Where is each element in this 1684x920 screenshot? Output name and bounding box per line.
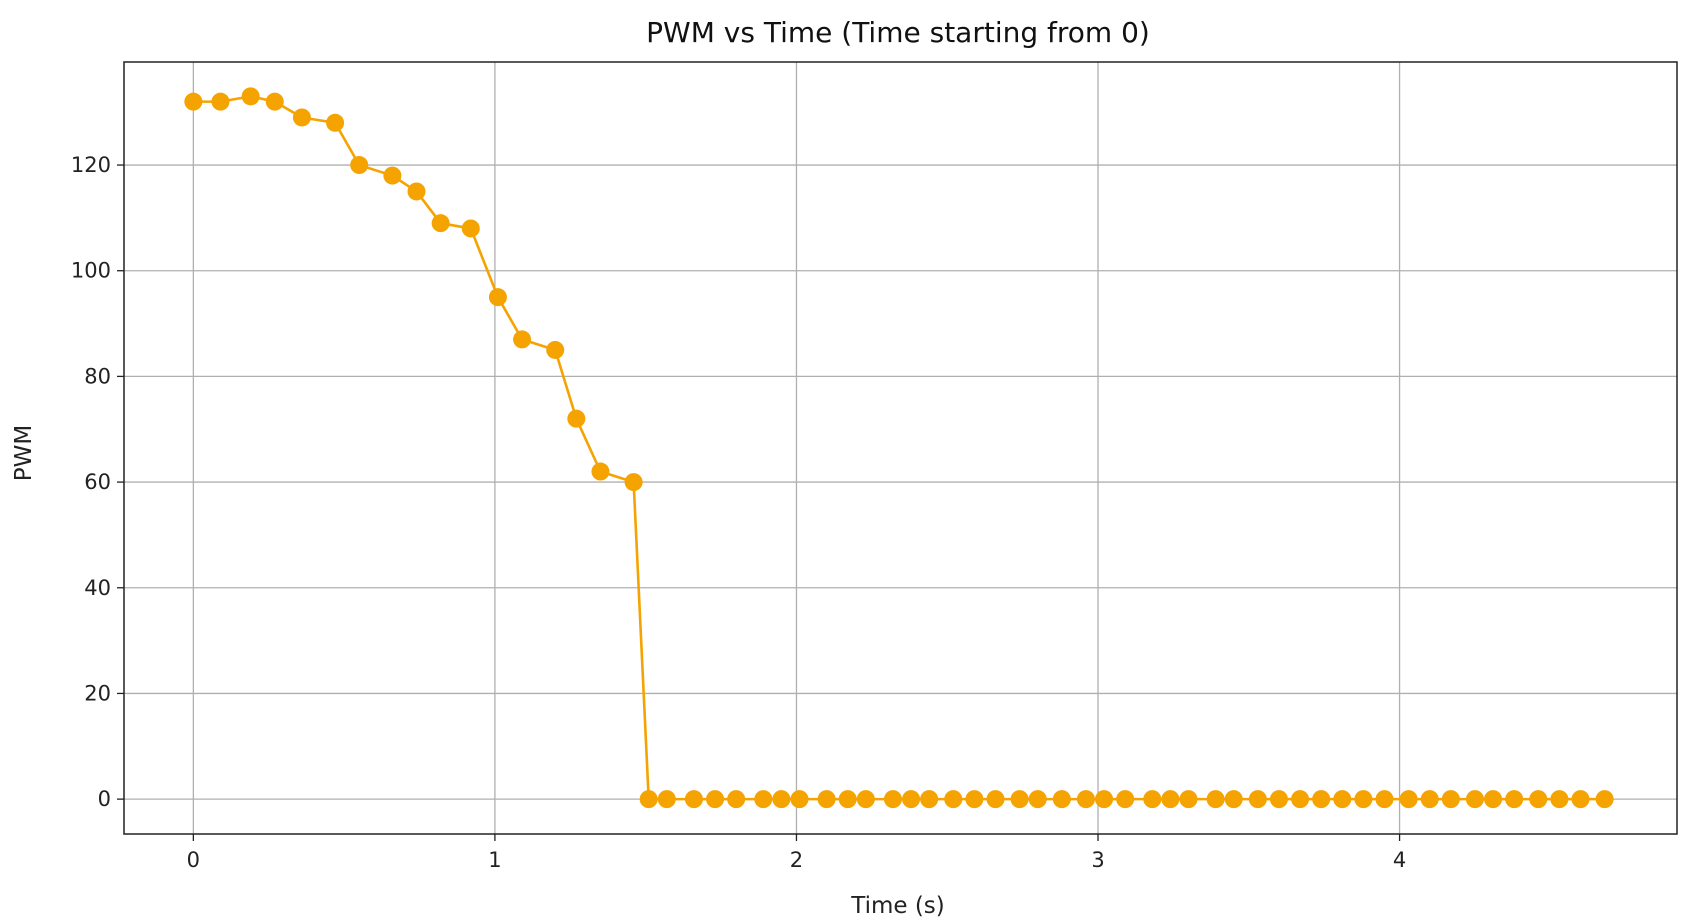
data-point [624,473,643,492]
data-point [1269,790,1288,809]
data-point [986,790,1005,809]
data-point [1484,790,1503,809]
data-point [1333,790,1352,809]
x-tick-label: 2 [790,848,803,872]
data-point [817,790,836,809]
data-point [754,790,773,809]
data-point [488,288,507,307]
data-point [1116,790,1135,809]
data-point [838,790,857,809]
x-tick-label: 1 [488,848,501,872]
data-point [1595,790,1614,809]
data-point [1505,790,1524,809]
data-point [1224,790,1243,809]
data-point [383,166,402,185]
data-point [790,790,809,809]
y-tick-label: 40 [84,576,111,600]
data-point [407,182,426,201]
data-point [1399,790,1418,809]
data-point [591,462,610,481]
y-tick-label: 0 [98,787,111,811]
data-point [684,790,703,809]
y-tick-label: 80 [84,364,111,388]
data-point [1179,790,1198,809]
data-point [326,113,345,132]
data-point [639,790,658,809]
data-point [1375,790,1394,809]
data-point [350,156,369,175]
data-point [1248,790,1267,809]
data-point [944,790,963,809]
data-point [772,790,791,809]
y-tick-label: 100 [71,259,111,283]
y-tick-label: 60 [84,470,111,494]
data-point [211,92,230,111]
data-point [1291,790,1310,809]
data-point [431,214,450,233]
x-tick-label: 0 [187,848,200,872]
data-point [1206,790,1225,809]
data-point [1441,790,1460,809]
data-point [920,790,939,809]
data-point [1052,790,1071,809]
data-point [292,108,311,127]
data-point [1095,790,1114,809]
data-point [184,92,203,111]
chart-title: PWM vs Time (Time starting from 0) [646,16,1150,49]
data-point [856,790,875,809]
data-point [1076,790,1095,809]
data-point [902,790,921,809]
data-point [567,409,586,428]
data-point [1028,790,1047,809]
x-axis-title: Time (s) [850,893,945,919]
data-point [1161,790,1180,809]
data-point [1354,790,1373,809]
data-point [1465,790,1484,809]
series-layer [184,87,1614,809]
data-point [706,790,725,809]
data-point [265,92,284,111]
y-tick-label: 20 [84,681,111,705]
data-point [461,219,480,238]
data-point [1312,790,1331,809]
data-point [965,790,984,809]
data-point [513,330,532,349]
grid [124,62,1677,834]
data-point [1420,790,1439,809]
x-tick-label: 3 [1091,848,1104,872]
data-point [657,790,676,809]
plot-area-frame [123,61,1678,835]
x-tick-label: 4 [1393,848,1406,872]
data-point [1143,790,1162,809]
data-point [727,790,746,809]
y-axis-title: PWM [11,425,37,481]
data-point [1550,790,1569,809]
data-point [1571,790,1590,809]
y-tick-label: 120 [71,153,111,177]
data-point [1010,790,1029,809]
data-point [1529,790,1548,809]
data-point [546,340,565,359]
data-point [883,790,902,809]
data-point [241,87,260,106]
